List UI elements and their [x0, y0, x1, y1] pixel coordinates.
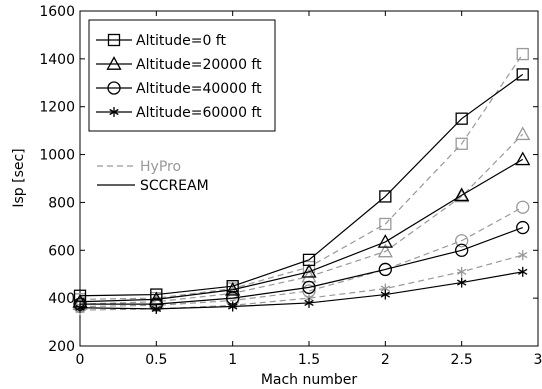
sccream-star-point: [75, 302, 85, 313]
hypro-square-line: [79, 53, 524, 300]
legend-marker: [107, 81, 121, 95]
y-axis-label: Isp [sec]: [11, 148, 27, 207]
star-stroke: [380, 291, 391, 298]
legend-label: Altitude=40000 ft: [136, 81, 262, 97]
x-tick-label: 0.5: [145, 352, 167, 368]
legend-label: Altitude=60000 ft: [136, 105, 262, 121]
hypro-triangle-point: [515, 126, 531, 141]
series-layer: [72, 47, 531, 316]
y-tick-label: 400: [48, 291, 75, 307]
x-tick-label: 0: [76, 352, 85, 368]
y-tick-label: 1200: [39, 100, 75, 116]
y-tick-label: 1600: [39, 4, 75, 20]
x-axis-label: Mach number: [261, 372, 358, 388]
sccream-star-point: [518, 266, 528, 277]
x-tick-label: 2: [381, 352, 390, 368]
model-legend: HyPro SCCREAM: [97, 159, 209, 194]
y-tick-label: 800: [48, 195, 75, 211]
model-legend-label: HyPro: [140, 159, 181, 175]
altitude-legend: Altitude=0 ft Altitude=20000 ft Altitude=4…: [88, 19, 276, 132]
star-stroke: [75, 304, 85, 311]
sccream-triangle-point: [515, 151, 531, 166]
sccream-star-point: [151, 303, 162, 314]
x-tick-label: 2.5: [451, 352, 473, 368]
legend-marker: [106, 56, 122, 70]
x-tick-label: 1: [228, 352, 237, 368]
legend-marker: [107, 33, 121, 47]
star-stroke: [304, 299, 314, 306]
legend-marker: [109, 107, 119, 117]
legend-label: Altitude=0 ft: [136, 33, 226, 49]
y-tick-label: 200: [48, 339, 75, 355]
hypro-circle-point: [516, 200, 530, 214]
star-stroke: [151, 305, 162, 312]
star-stroke: [456, 268, 467, 275]
y-tick-label: 600: [48, 243, 75, 259]
sccream-star-point: [456, 277, 467, 288]
star-stroke: [380, 285, 391, 292]
sccream-triangle-point: [454, 187, 470, 202]
legend-label: Altitude=20000 ft: [136, 57, 262, 73]
hypro-square-point: [516, 47, 529, 61]
sccream-square-point: [516, 68, 529, 81]
sccream-triangle-line: [79, 158, 524, 303]
sccream-square-point: [455, 112, 468, 125]
x-tick-label: 3: [534, 352, 542, 368]
sccream-triangle-point: [301, 263, 317, 278]
sccream-star-point: [304, 297, 314, 308]
sccream-square-point: [150, 288, 163, 301]
sccream-triangle-point: [225, 281, 241, 296]
hypro-square-point: [455, 137, 468, 150]
hypro-circle-point: [455, 234, 469, 248]
hypro-square-point: [302, 260, 316, 274]
hypro-square-point: [379, 217, 392, 231]
sccream-circle-point: [378, 262, 392, 277]
star-stroke: [518, 268, 528, 275]
y-tick-label: 1000: [39, 148, 75, 164]
star-stroke: [227, 303, 238, 310]
y-tick-label: 1400: [39, 52, 75, 68]
star-stroke: [518, 252, 528, 259]
hypro-circle-line: [79, 206, 524, 308]
hypro-star-point: [456, 266, 467, 277]
star-stroke: [109, 108, 119, 116]
sccream-circle-point: [516, 220, 530, 235]
sccream-square-point: [379, 190, 392, 203]
model-legend-label: SCCREAM: [140, 178, 209, 194]
sccream-star-point: [227, 301, 238, 312]
hypro-star-point: [518, 250, 528, 261]
axis-ticks: 0 0.5 1 1.5 2 2.5 3 200 400 600 800 1000 1200 1400 160…: [39, 4, 542, 368]
sccream-triangle-point: [377, 234, 393, 248]
sccream-square-line: [79, 73, 524, 297]
sccream-circle-point: [302, 280, 316, 295]
x-tick-label: 1.5: [298, 352, 320, 368]
hypro-triangle-point: [377, 243, 393, 258]
star-stroke: [456, 279, 467, 286]
sccream-circle-point: [455, 243, 469, 257]
sccream-star-point: [380, 289, 391, 300]
